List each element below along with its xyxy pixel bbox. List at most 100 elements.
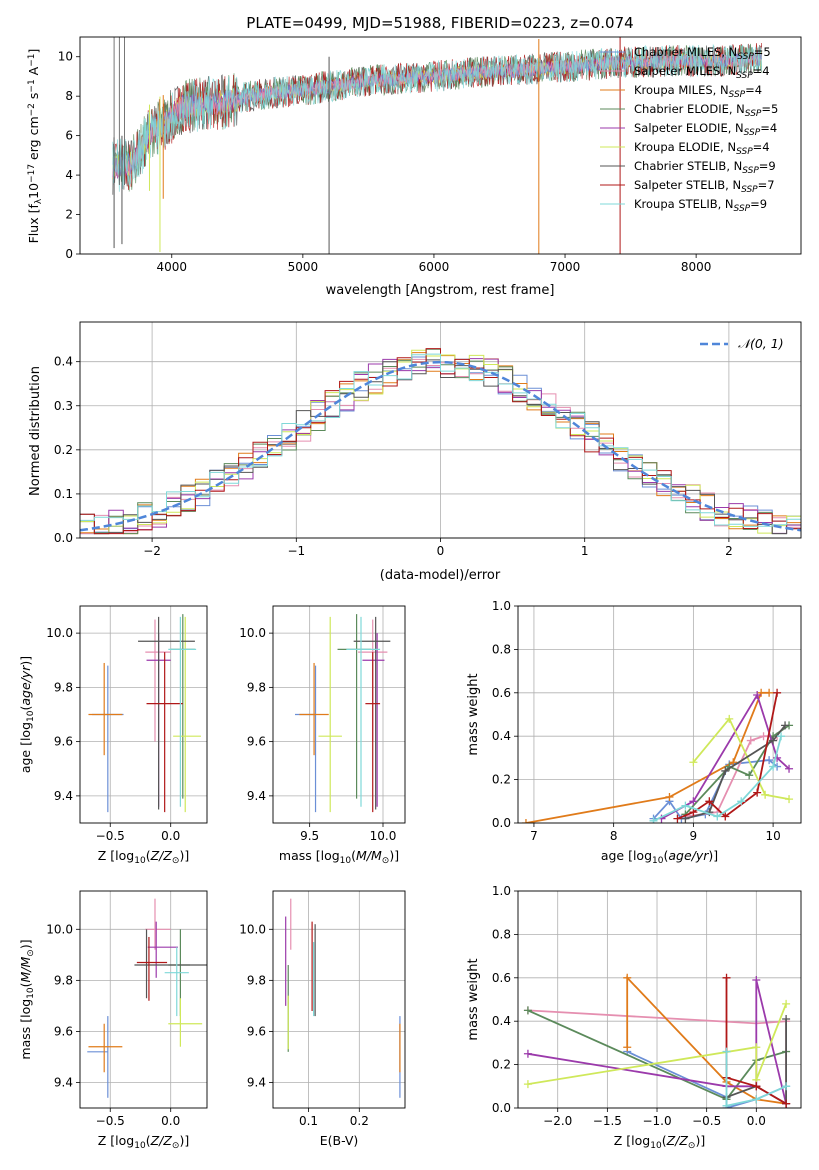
plot-content (87, 898, 207, 1098)
y-tick-label: 10.0 (239, 922, 266, 936)
y-tick-label: 0.4 (54, 355, 73, 369)
y-tick-label: 2 (65, 208, 73, 222)
y-tick-label: 0.8 (492, 927, 511, 941)
errorbar-salpeter-stelib (365, 652, 381, 813)
series-line (725, 1051, 787, 1107)
x-axis-label: Z [log10(Z/Z⊙)] (98, 1133, 189, 1151)
legend-entry: Kroupa MILES, NSSP=4 (634, 83, 762, 100)
y-tick-label: 0.6 (492, 686, 511, 700)
errorbar-kroupa-miles (88, 1023, 123, 1073)
x-tick-label: 7 (530, 829, 538, 843)
axes-frame (79, 321, 802, 539)
x-tick-label: 7000 (550, 260, 581, 274)
series-marker (623, 973, 632, 982)
plot-spectrum: 4000 5000 6000 7000 8000 0 2 4 6 8 10 wavelength [A… (26, 36, 802, 298)
x-axis-label: wavelength [Angstrom, rest frame] (326, 283, 555, 298)
errorbar-kroupa-elodie (318, 616, 342, 813)
legend-entry: Kroupa ELODIE, NSSP=4 (634, 140, 770, 157)
x-tick-label: −2 (143, 544, 161, 558)
errorbar-salpeter-miles (145, 898, 171, 950)
x-tick-label: 8 (610, 829, 618, 843)
series-marker (752, 975, 761, 984)
y-tick-label: 10 (58, 50, 73, 64)
series-marker (785, 764, 794, 773)
plot-mass_vs_Z: −0.5 0.0 9.4 9.6 9.8 10.0 Z [log10(Z/Z⊙)] mass … (18, 890, 208, 1151)
y-tick-label: 9.8 (54, 680, 73, 694)
series-marker (745, 771, 754, 780)
x-tick-label: 2 (725, 544, 733, 558)
x-tick-label: 0.0 (747, 1114, 766, 1128)
x-tick-label: 10 (765, 829, 780, 843)
plot-mass_vs_ebv: 0.1 0.2 9.4 9.6 9.8 10.0 E(B-V) (239, 890, 406, 1148)
y-tick-label: 0.0 (54, 531, 73, 545)
series-marker (777, 732, 786, 741)
x-tick-label: 5000 (288, 260, 319, 274)
legend-entry: 𝒩(0, 1) (738, 336, 784, 351)
legend: Chabrier MILES, NSSP=5 Salpeter MILES, NS… (600, 45, 778, 214)
page-title: PLATE=0499, MJD=51988, FIBERID=0223, z=0… (246, 14, 633, 32)
series-marker (769, 736, 778, 745)
y-tick-label: 0.0 (492, 1101, 511, 1115)
y-tick-label: 0.2 (492, 1058, 511, 1072)
y-tick-label: 9.6 (54, 1024, 73, 1038)
legend-entry: Chabrier MILES, NSSP=5 (634, 45, 771, 62)
x-tick-label: 6000 (419, 260, 450, 274)
x-tick-label: 1 (581, 544, 589, 558)
y-axis-label: age [log10(age/yr)] (18, 656, 36, 773)
y-axis-label: mass weight (466, 673, 481, 755)
y-tick-label: 9.6 (247, 1024, 266, 1038)
y-tick-label: 9.8 (247, 680, 266, 694)
y-tick-label: 8 (65, 89, 73, 103)
y-tick-label: 0.4 (492, 729, 511, 743)
legend-entry: Chabrier STELIB, NSSP=9 (634, 159, 776, 176)
series-marker (761, 790, 770, 799)
series-line (527, 1009, 787, 1101)
axes-frame (79, 605, 208, 824)
series-marker (782, 1082, 791, 1091)
plot-content (295, 614, 391, 813)
series-marker (765, 688, 774, 697)
series-salpeter-stelib (673, 688, 782, 823)
series-line (527, 1003, 787, 1085)
x-axis-label: (data-model)/error (380, 568, 501, 583)
axes-frame (517, 605, 802, 824)
y-tick-label: 0.0 (492, 816, 511, 830)
errorbar-kroupa-elodie (173, 616, 201, 813)
series-marker (673, 814, 682, 823)
errorbar-kroupa-miles (88, 662, 123, 756)
y-tick-label: 0.8 (492, 642, 511, 656)
errorbar-kroupa-elodie (168, 998, 203, 1047)
series-marker (722, 973, 731, 982)
plot-age_vs_Z: −0.5 0.0 9.4 9.6 9.8 10.0 Z [log10(Z/Z⊙)] age [… (18, 605, 208, 866)
y-tick-label: 0.1 (54, 487, 73, 501)
y-tick-label: 9.4 (247, 1075, 266, 1089)
y-tick-label: 1.0 (492, 884, 511, 898)
y-tick-label: 0.6 (492, 971, 511, 985)
errorbar-chabrier-stelib (134, 929, 207, 999)
x-axis-label: E(B-V) (320, 1133, 359, 1148)
y-axis-label: mass [log10(M/M⊙)] (18, 939, 36, 1059)
y-tick-label: 0.3 (54, 399, 73, 413)
series-marker (725, 714, 734, 723)
x-tick-label: −1.0 (642, 1114, 671, 1128)
x-tick-label: 0.0 (161, 1114, 180, 1128)
series-kroupa-miles (521, 688, 774, 823)
errorbar-salpeter-elodie (147, 921, 178, 978)
y-tick-label: 9.6 (247, 735, 266, 749)
y-tick-label: 9.4 (247, 789, 266, 803)
errorbar-kroupa-stelib (346, 616, 381, 807)
legend-entry: Salpeter STELIB, NSSP=7 (634, 178, 775, 195)
x-tick-label: −0.5 (96, 1114, 125, 1128)
y-tick-label: 9.4 (54, 789, 73, 803)
series-marker (781, 721, 790, 730)
series-kroupa-stelib (649, 732, 786, 823)
series-marker (737, 797, 746, 806)
x-tick-label: 8000 (681, 260, 712, 274)
errorbar-salpeter-miles (145, 619, 171, 742)
errorbar-salpeter-stelib (136, 936, 168, 1001)
series-marker (623, 1043, 632, 1052)
errorbar-salpeter-elodie (362, 633, 385, 807)
x-tick-label: 9.5 (300, 829, 319, 843)
errorbar-salpeter-stelib (146, 652, 183, 813)
